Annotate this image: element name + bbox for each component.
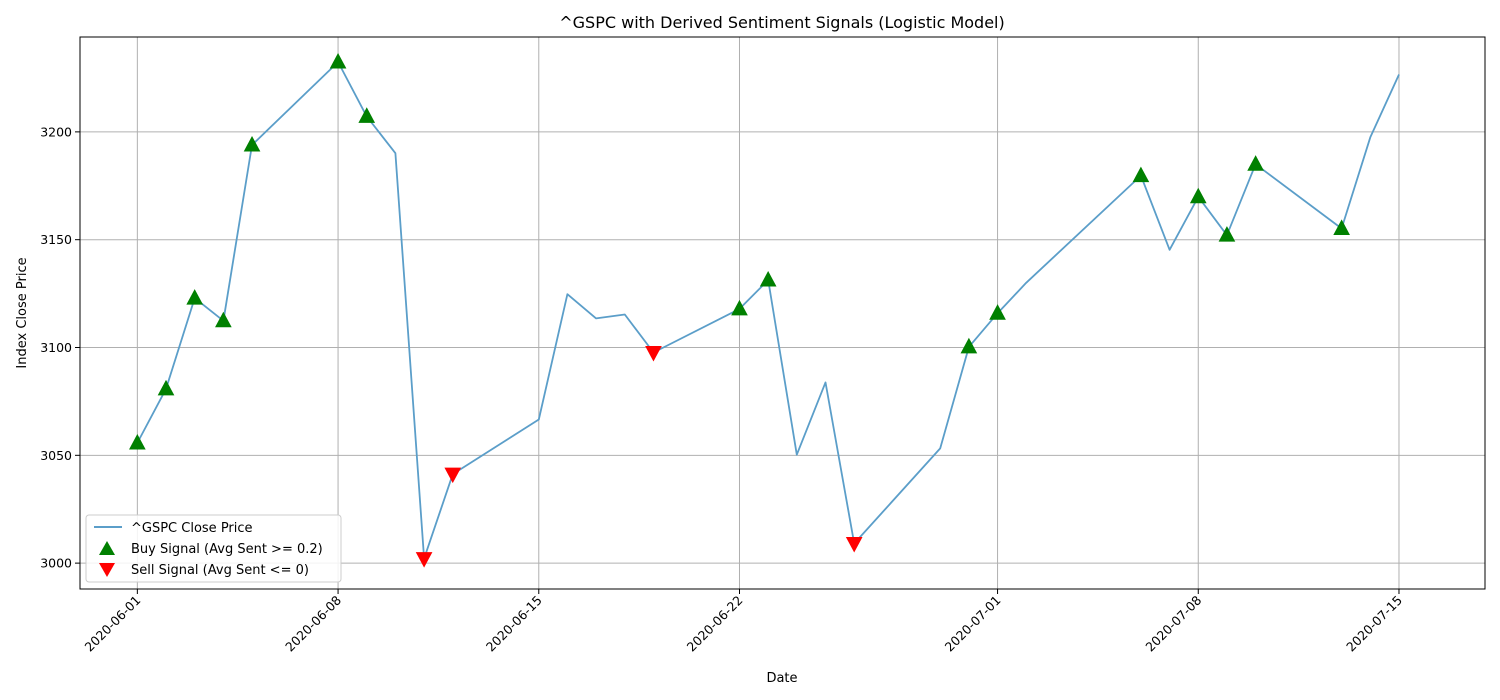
x-axis-label: Date — [766, 671, 797, 686]
buy-signal-marker — [1333, 219, 1350, 235]
buy-signal-marker — [358, 107, 376, 123]
legend-sell-swatch — [99, 563, 115, 577]
y-axis: 3000 3050 3100 3150 3200 — [40, 124, 80, 571]
legend-box — [85, 514, 342, 583]
x-tick-label: 2020-07-08 — [1142, 592, 1204, 654]
legend-label-price: ^GSPC Close Price — [131, 521, 253, 536]
sell-signal-marker — [444, 467, 462, 484]
sell-signal-marker — [415, 552, 433, 568]
y-tick-label: 3100 — [40, 340, 72, 355]
price-line-group — [136, 61, 1400, 560]
y-tick-label: 3200 — [40, 124, 72, 139]
buy-signal-marker — [1247, 155, 1264, 171]
buy-signal-marker — [243, 135, 261, 152]
buy-signal-marker — [1218, 226, 1236, 242]
buy-signal-marker — [759, 270, 777, 287]
chart-title: ^GSPC with Derived Sentiment Signals (Lo… — [559, 13, 1004, 32]
x-tick-label: 2020-06-22 — [684, 593, 746, 655]
sell-signal-marker — [845, 537, 863, 553]
x-tick-label: 2020-07-15 — [1343, 593, 1405, 655]
legend-buy-swatch — [99, 541, 115, 555]
y-tick-label: 3000 — [40, 556, 72, 571]
buy-signal-marker — [1132, 166, 1150, 183]
x-tick-label: 2020-06-08 — [282, 592, 344, 654]
buy-signal-marker — [329, 52, 347, 69]
buy-signal-marker — [989, 304, 1006, 320]
price-line — [136, 61, 1400, 560]
y-tick-label: 3150 — [40, 232, 72, 247]
plot-frame — [79, 36, 1486, 590]
legend: ^GSPC Close Price Buy Signal (Avg Sent >… — [85, 514, 342, 583]
signal-markers — [129, 52, 1350, 568]
x-tick-label: 2020-06-01 — [81, 593, 143, 655]
x-axis: 2020-06-01 2020-06-08 2020-06-15 2020-06-22… — [81, 589, 1405, 654]
plot-background — [80, 37, 1485, 589]
legend-label-sell: Sell Signal (Avg Sent <= 0) — [131, 563, 309, 578]
buy-signal-marker — [731, 299, 748, 316]
x-tick-label: 2020-07-01 — [942, 593, 1004, 655]
buy-signal-marker — [960, 337, 978, 354]
legend-label-buy: Buy Signal (Avg Sent >= 0.2) — [131, 542, 323, 557]
y-tick-label: 3050 — [40, 448, 72, 463]
buy-signal-marker — [157, 379, 175, 396]
buy-signal-marker — [215, 311, 232, 328]
buy-signal-marker — [1189, 187, 1207, 204]
buy-signal-marker — [186, 289, 204, 305]
y-axis-label: Index Close Price — [15, 257, 30, 368]
buy-signal-marker — [129, 433, 146, 450]
sell-signal-marker — [645, 345, 662, 362]
x-tick-label: 2020-06-15 — [483, 593, 545, 655]
